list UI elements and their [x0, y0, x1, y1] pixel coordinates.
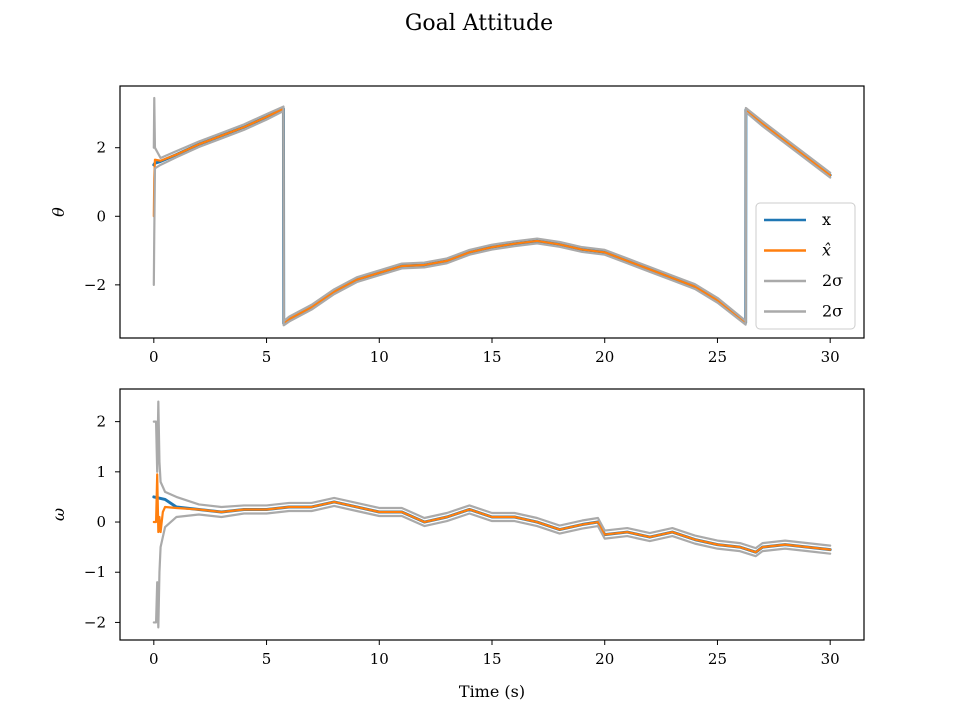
legend-box: [755, 202, 856, 330]
x-tick-label: 0: [149, 348, 159, 366]
legend-label: 2σ: [822, 302, 843, 321]
series-line-3: [152, 400, 832, 550]
series-line-4: [152, 504, 832, 629]
x-tick-label: 30: [821, 348, 840, 366]
y-tick-label: 0: [96, 207, 106, 225]
x-tick-label: 25: [708, 348, 727, 366]
x-tick-label: 0: [149, 650, 159, 668]
series-group: [152, 400, 832, 629]
subplot-2: 0 5 10 15 20 25 30 −2 −1 0 1 2 ω Time (s): [49, 388, 865, 701]
x-tick-label: 20: [595, 348, 614, 366]
series-group: [152, 96, 832, 327]
x-axis-label: Time (s): [459, 682, 525, 701]
series-line-2: [152, 473, 832, 554]
x-tick-label: 5: [262, 348, 272, 366]
x-tick-label: 5: [262, 650, 272, 668]
legend: x x̂ 2σ 2σ: [755, 202, 856, 330]
series-line-4: [152, 109, 832, 327]
x-tick-label: 20: [595, 650, 614, 668]
y-tick-label: 0: [96, 513, 106, 531]
y-axis-label: ω: [49, 508, 68, 521]
legend-label: x: [822, 210, 831, 229]
y-tick-label: 1: [96, 463, 106, 481]
y-tick-label: −1: [84, 563, 106, 581]
y-tick-label: 2: [96, 413, 106, 431]
x-tick-label: 30: [821, 650, 840, 668]
subplot-1: 0 5 10 15 20 25 30 −2 0 2 θ x x̂ 2σ 2σ: [49, 85, 865, 366]
y-tick-label: −2: [84, 276, 106, 294]
x-tick-label: 10: [370, 650, 389, 668]
legend-label: x̂: [822, 241, 831, 260]
series-line-2: [152, 107, 832, 325]
y-axis-label: θ: [49, 207, 68, 217]
x-tick-label: 15: [482, 650, 501, 668]
y-tick-label: 2: [96, 139, 106, 157]
x-tick-label: 10: [370, 348, 389, 366]
series-line-3: [152, 96, 832, 323]
x-tick-label: 25: [708, 650, 727, 668]
legend-label: 2σ: [822, 271, 843, 290]
figure-title: Goal Attitude: [405, 11, 553, 36]
y-tick-label: −2: [84, 613, 106, 631]
x-tick-label: 15: [482, 348, 501, 366]
